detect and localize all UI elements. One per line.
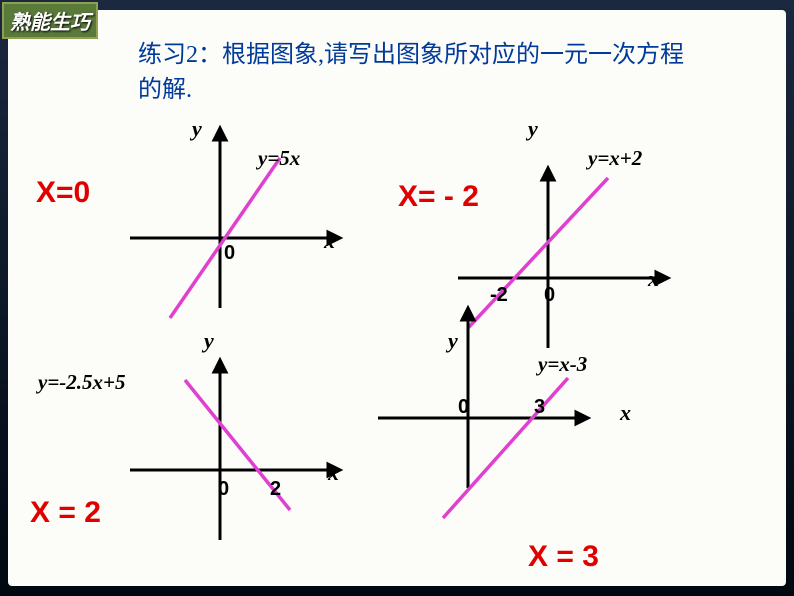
y-axis-label: y xyxy=(448,328,458,354)
graph-3-svg xyxy=(128,340,368,540)
equation-label-3: y=-2.5x+5 xyxy=(38,370,126,395)
x-axis-label: x xyxy=(324,228,335,254)
equation-label-4: y=x-3 xyxy=(538,352,587,377)
equation-label-2: y=x+2 xyxy=(588,146,642,171)
graph-2: y x y=x+2 -20 xyxy=(438,128,698,328)
tick-label: 3 xyxy=(534,396,545,419)
y-axis-label: y xyxy=(528,116,538,142)
tick-label: -2 xyxy=(490,284,508,307)
content-card: 练习2：根据图象,请写出图象所对应的一元一次方程的解. X=0 y x y=5x… xyxy=(8,10,786,586)
graph-3: y x y=-2.5x+5 02 xyxy=(128,340,368,540)
tick-label: 0 xyxy=(218,478,229,501)
answer-3: X = 2 xyxy=(30,496,101,530)
corner-badge: 熟能生巧 xyxy=(2,2,98,39)
graph-1: y x y=5x 0 xyxy=(128,128,368,328)
y-axis-label: y xyxy=(204,328,214,354)
graph-4: y x y=x-3 03 xyxy=(428,338,688,558)
tick-label: 2 xyxy=(270,478,281,501)
tick-label: 0 xyxy=(458,396,469,419)
exercise-prompt: 练习2：根据图象,请写出图象所对应的一元一次方程的解. xyxy=(138,38,698,108)
tick-label: 0 xyxy=(544,284,555,307)
y-axis-label: y xyxy=(192,116,202,142)
tick-label: 0 xyxy=(224,242,235,265)
equation-label-1: y=5x xyxy=(258,146,300,171)
x-axis-label: x xyxy=(648,266,659,292)
x-axis-label: x xyxy=(328,460,339,486)
answer-1: X=0 xyxy=(36,176,90,210)
graph-2-svg xyxy=(438,128,698,328)
x-axis-label: x xyxy=(620,400,631,426)
